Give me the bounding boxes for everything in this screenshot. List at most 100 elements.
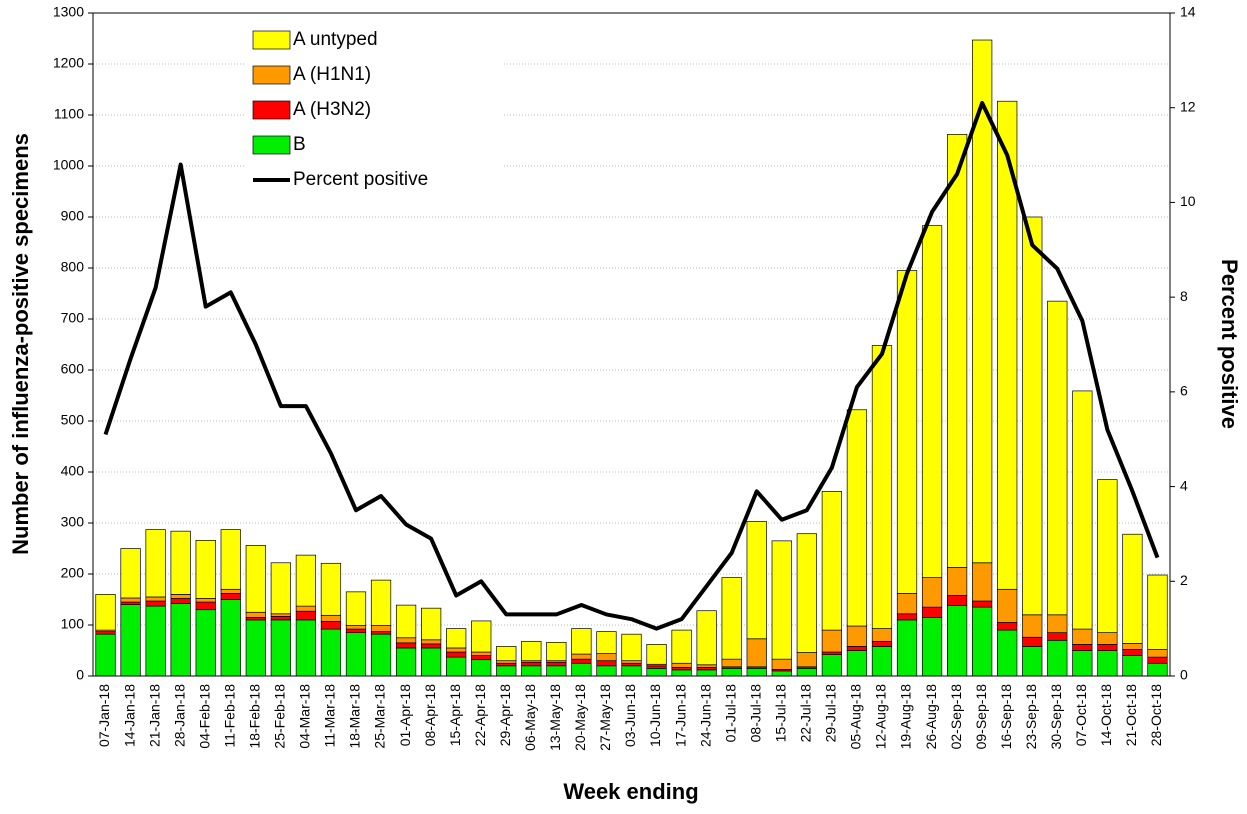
legend-swatch <box>252 100 291 120</box>
legend-label: B <box>293 134 306 155</box>
x-tick-label: 20-May-18 <box>572 684 588 751</box>
bar-segment <box>771 658 792 670</box>
bar-segment <box>771 670 792 677</box>
x-tick-label: 11-Mar-18 <box>322 684 338 748</box>
x-tick-label: 19-Aug-18 <box>898 684 914 750</box>
bar-segment <box>446 628 467 649</box>
x-tick-label: 30-Sep-18 <box>1048 684 1064 750</box>
bar-segment <box>1047 614 1068 633</box>
bar-segment <box>320 621 342 630</box>
legend-swatch <box>252 30 291 50</box>
x-tick-label: 24-Jun-18 <box>697 684 713 747</box>
y2-tick-label: 10 <box>1180 193 1196 209</box>
bar-segment <box>120 597 141 603</box>
y-tick-label: 1000 <box>53 157 84 173</box>
bar-segment <box>596 653 617 662</box>
bar-segment <box>195 601 216 611</box>
bar-segment <box>195 598 216 603</box>
x-tick-label: 15-Apr-18 <box>447 684 463 746</box>
y-tick-label: 300 <box>61 514 85 530</box>
y-tick-label: 1200 <box>53 55 84 71</box>
bar-segment <box>821 651 842 655</box>
bar-segment <box>496 662 517 667</box>
bar-segment <box>120 548 141 599</box>
bar-segment <box>1147 574 1168 650</box>
bar-segment <box>946 605 968 677</box>
legend-label: A (H1N1) <box>293 64 371 85</box>
bar-segment <box>1072 650 1093 677</box>
x-tick-label: 12-Aug-18 <box>873 684 889 750</box>
bar-segment <box>972 600 993 608</box>
bar-segment <box>696 610 717 666</box>
x-tick-label: 06-May-18 <box>522 684 538 751</box>
bar-segment <box>120 601 141 605</box>
bar-segment <box>846 409 868 627</box>
x-tick-label: 22-Apr-18 <box>472 684 488 746</box>
legend-swatch <box>252 135 291 155</box>
bar-segment <box>170 598 191 604</box>
bar-segment <box>446 647 467 653</box>
bar-segment <box>796 652 817 668</box>
y-tick-label: 900 <box>61 208 85 224</box>
x-tick-label: 04-Feb-18 <box>196 684 212 749</box>
bar-segment <box>921 606 943 618</box>
bar-segment <box>496 660 517 664</box>
bar-segment <box>621 665 642 677</box>
bar-segment <box>596 665 617 677</box>
bar-segment <box>1072 390 1093 630</box>
bar-segment <box>421 639 442 645</box>
bar-segment <box>671 669 692 677</box>
bar-segment <box>721 577 742 660</box>
y2-tick-label: 14 <box>1180 4 1196 20</box>
bar-segment <box>345 632 367 677</box>
bar-segment <box>1097 644 1118 651</box>
x-tick-label: 02-Sep-18 <box>948 684 964 750</box>
bar-segment <box>571 662 592 677</box>
y-tick-label: 500 <box>61 412 85 428</box>
x-tick-label: 18-Mar-18 <box>347 684 363 749</box>
x-tick-label: 13-May-18 <box>547 684 563 751</box>
bar-segment <box>245 611 266 618</box>
bar-segment <box>245 545 266 613</box>
bar-segment <box>1122 533 1143 644</box>
bar-segment <box>1147 649 1168 658</box>
bar-segment <box>696 669 717 677</box>
bar-segment <box>997 100 1018 590</box>
bar-segment <box>671 629 692 664</box>
x-tick-label: 22-Jul-18 <box>798 684 814 743</box>
bar-segment <box>621 633 642 662</box>
x-tick-label: 27-May-18 <box>597 684 613 751</box>
line-series <box>103 100 1160 631</box>
bar-segment <box>521 665 542 677</box>
bar-segment <box>571 653 592 660</box>
bar-segment <box>395 604 417 639</box>
bar-segment <box>245 619 266 677</box>
x-tick-label: 03-Jun-18 <box>622 684 638 747</box>
bar-segment <box>295 610 317 621</box>
bar-segment <box>796 667 817 677</box>
bar-segment <box>621 662 642 667</box>
y-tick-label: 700 <box>61 310 85 326</box>
bar-segment <box>395 642 417 649</box>
y-tick-label: 400 <box>61 463 85 479</box>
y2-tick-label: 0 <box>1180 667 1188 683</box>
y-tick-label: 0 <box>76 667 84 683</box>
y-tick-label: 100 <box>61 616 85 632</box>
bar-segment <box>571 658 592 664</box>
y-axis-title: Number of influenza-positive specimens <box>8 133 33 555</box>
bar-segment <box>946 134 968 568</box>
bar-segment <box>846 625 868 647</box>
bar-segment <box>370 625 392 632</box>
bar-segment <box>220 588 241 594</box>
bar-segment <box>446 651 467 658</box>
bar-segment <box>295 605 317 612</box>
bar-segment <box>170 530 191 595</box>
bar-segment <box>821 654 842 677</box>
bar-segment <box>921 225 943 578</box>
bar-segment <box>972 606 993 677</box>
bar-segment <box>821 629 842 653</box>
legend-label: A untyped <box>293 29 378 50</box>
bar-segment <box>671 666 692 671</box>
y-tick-label: 1300 <box>53 4 84 20</box>
bar-segment <box>245 616 266 621</box>
